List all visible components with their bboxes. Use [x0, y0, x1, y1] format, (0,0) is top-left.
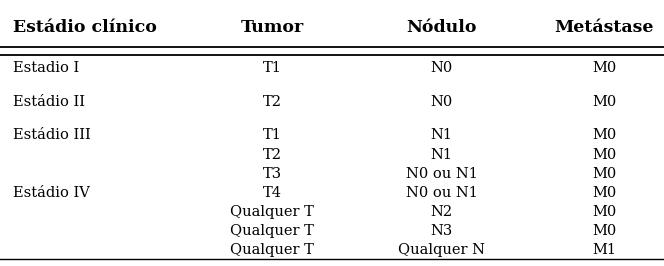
Text: M0: M0: [592, 128, 616, 142]
Text: Estádio IV: Estádio IV: [13, 186, 90, 200]
Text: Estadio I: Estadio I: [13, 61, 80, 75]
Text: M0: M0: [592, 95, 616, 109]
Text: T2: T2: [263, 148, 282, 161]
Text: M0: M0: [592, 61, 616, 75]
Text: M0: M0: [592, 186, 616, 200]
Text: Tumor: Tumor: [240, 19, 304, 36]
Text: N3: N3: [430, 224, 453, 238]
Text: M0: M0: [592, 148, 616, 161]
Text: N0 ou N1: N0 ou N1: [406, 167, 477, 181]
Text: M0: M0: [592, 224, 616, 238]
Text: Metástase: Metástase: [554, 19, 654, 36]
Text: N1: N1: [430, 128, 453, 142]
Text: Estádio clínico: Estádio clínico: [13, 19, 157, 36]
Text: Qualquer T: Qualquer T: [230, 205, 314, 219]
Text: N0: N0: [430, 95, 453, 109]
Text: T2: T2: [263, 95, 282, 109]
Text: N0: N0: [430, 61, 453, 75]
Text: N0 ou N1: N0 ou N1: [406, 186, 477, 200]
Text: Qualquer T: Qualquer T: [230, 224, 314, 238]
Text: M0: M0: [592, 205, 616, 219]
Text: Estádio III: Estádio III: [13, 128, 91, 142]
Text: N1: N1: [430, 148, 453, 161]
Text: T1: T1: [263, 128, 282, 142]
Text: T1: T1: [263, 61, 282, 75]
Text: Estádio II: Estádio II: [13, 95, 85, 109]
Text: Qualquer N: Qualquer N: [398, 243, 485, 257]
Text: Qualquer T: Qualquer T: [230, 243, 314, 257]
Text: M1: M1: [592, 243, 616, 257]
Text: N2: N2: [430, 205, 453, 219]
Text: T4: T4: [263, 186, 282, 200]
Text: M0: M0: [592, 167, 616, 181]
Text: T3: T3: [263, 167, 282, 181]
Text: Nódulo: Nódulo: [406, 19, 477, 36]
